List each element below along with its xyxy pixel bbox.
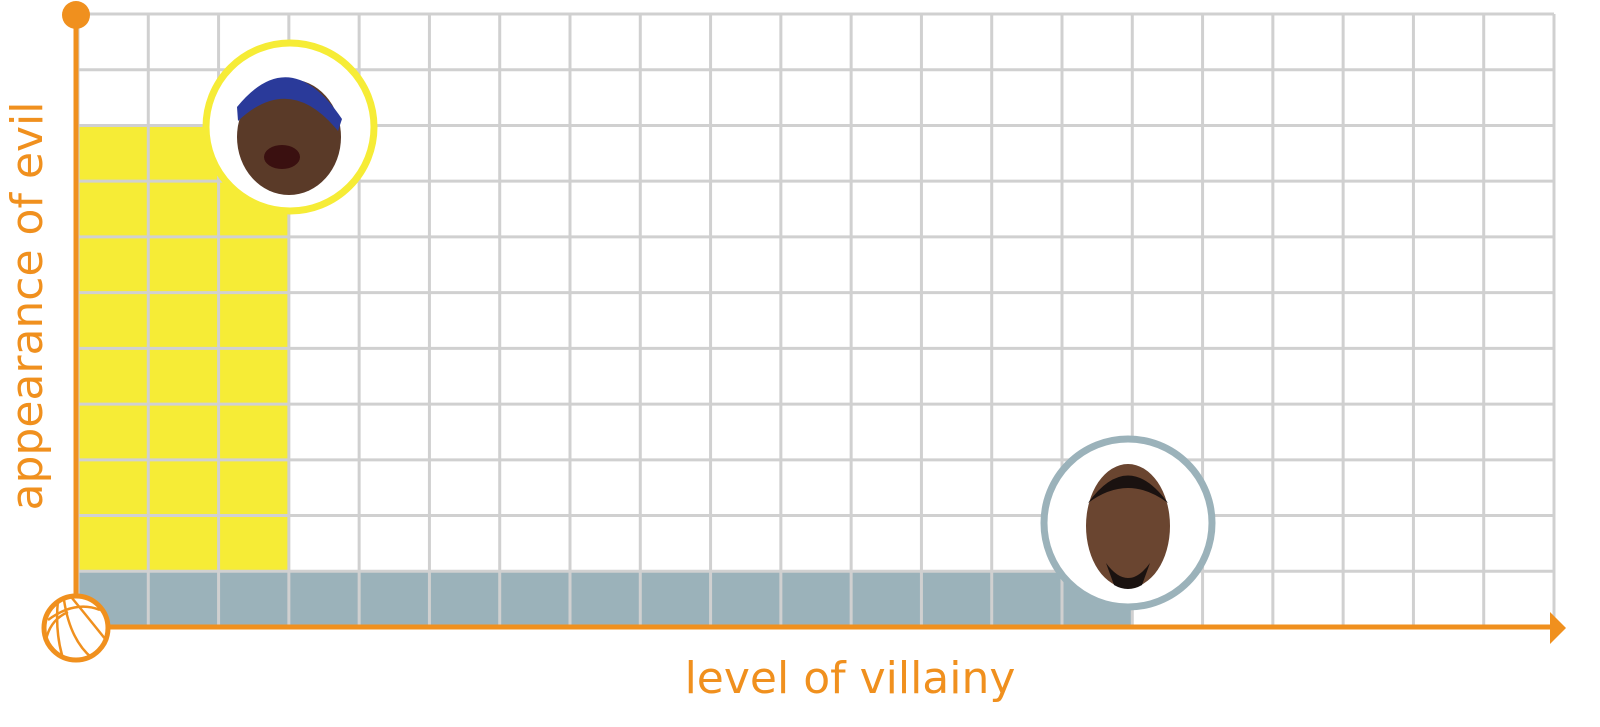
player-marker-1 <box>202 39 378 215</box>
player-face-beard-icon <box>1086 464 1170 589</box>
bar-1 <box>78 125 289 628</box>
x-axis-label: level of villainy <box>685 653 1016 704</box>
bar-2 <box>78 571 1133 627</box>
player-marker-2 <box>1040 435 1216 611</box>
arrow-icon <box>1550 612 1566 644</box>
basketball-icon <box>41 593 111 663</box>
y-axis-label: appearance of evil <box>2 102 53 511</box>
player-face-headband-icon <box>237 77 342 195</box>
dot-icon <box>62 1 90 29</box>
